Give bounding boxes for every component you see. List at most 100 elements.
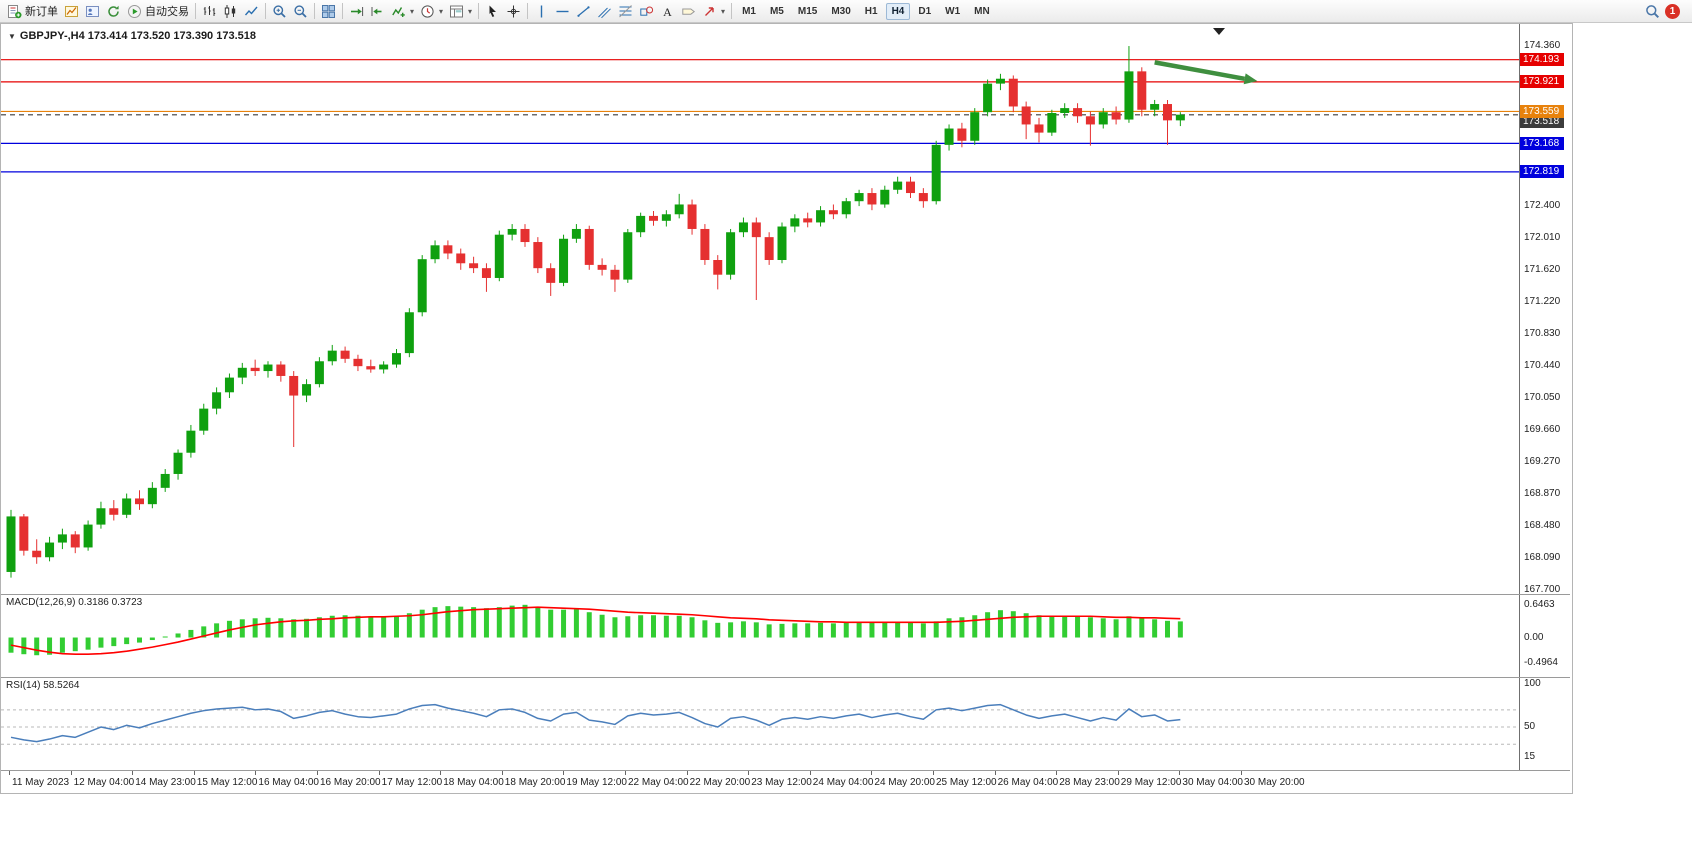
toolbar-separator: [478, 3, 480, 19]
axis-tick: 171.220: [1524, 296, 1561, 308]
time-label: 18 May 20:00: [504, 777, 566, 788]
shapes-button[interactable]: [636, 1, 657, 21]
auto-scroll-button[interactable]: [346, 1, 367, 21]
time-tick: [1241, 771, 1242, 775]
macd-pane[interactable]: MACD(12,26,9) 0.3186 0.3723 0.6463 0.00 -0…: [1, 595, 1570, 677]
crosshair-button[interactable]: [503, 1, 524, 21]
axis-tick: 170.050: [1524, 392, 1561, 403]
vertical-line-button[interactable]: [531, 1, 552, 21]
timeframe-h4-button[interactable]: H4: [885, 2, 911, 20]
dropdown-arrow-icon: ▾: [410, 6, 415, 16]
axis-tick: 169.660: [1524, 423, 1561, 435]
chart-window: ▼ GBPJPY-,H4 173.414 173.520 173.390 173…: [0, 23, 1573, 794]
time-axis[interactable]: 11 May 2023 12 May 04:00 14 May 23:00 15 Ma…: [1, 771, 1570, 793]
trendline-button[interactable]: [573, 1, 594, 21]
zoom-out-icon: [293, 4, 308, 19]
timeframe-d1-button[interactable]: D1: [918, 5, 932, 17]
charts-window-button[interactable]: [61, 1, 82, 21]
profiles-button[interactable]: [82, 1, 103, 21]
chart-shift-button[interactable]: [367, 1, 388, 21]
axis-tick: 100: [1524, 678, 1541, 690]
line-chart-button[interactable]: [241, 1, 262, 21]
text-label-button[interactable]: [678, 1, 699, 21]
label-icon: [681, 4, 696, 19]
arrows-button[interactable]: ▾: [699, 1, 728, 21]
clock-icon: [420, 4, 435, 19]
time-label: 16 May 20:00: [320, 777, 381, 788]
time-tick: [317, 771, 318, 775]
timeframe-m15-button[interactable]: M15: [797, 5, 818, 17]
svg-text:A: A: [663, 5, 672, 19]
time-label: 19 May 12:00: [566, 777, 627, 788]
channel-button[interactable]: [594, 1, 615, 21]
time-label: 26 May 04:00: [997, 777, 1059, 788]
new-order-icon: [7, 4, 22, 19]
pane-separator[interactable]: [1, 594, 1570, 595]
horizontal-line-button[interactable]: [552, 1, 573, 21]
axis-tick: 169.270: [1524, 455, 1561, 467]
profiles-icon: [85, 4, 100, 19]
auto-trading-button-label: 自动交易: [145, 6, 189, 18]
price-level-label: 173.559: [1520, 104, 1564, 118]
bar-chart-button[interactable]: [199, 1, 220, 21]
bars-icon: [202, 4, 217, 19]
toolbar-separator: [314, 3, 315, 19]
price-pane[interactable]: ▼ GBPJPY-,H4 173.414 173.520 173.390 173…: [1, 24, 1570, 594]
time-tick: [255, 771, 257, 775]
fibonacci-button[interactable]: [615, 1, 636, 21]
timeframe-h1-button[interactable]: H1: [864, 5, 878, 17]
timeframe-m30-button[interactable]: M30: [831, 5, 851, 17]
toolbar-separator: [342, 3, 343, 19]
timeframe-m1-button[interactable]: M1: [742, 5, 756, 17]
indicators-button[interactable]: ▾: [388, 1, 417, 21]
candlestick-chart-button[interactable]: [220, 1, 241, 21]
candlestick-chart: [1, 28, 1519, 578]
time-tick: [809, 771, 811, 775]
cursor-button[interactable]: [482, 1, 503, 21]
new-order-button[interactable]: 新订单: [4, 1, 61, 21]
channel-icon: [597, 4, 612, 19]
auto-trading-button[interactable]: 自动交易: [124, 1, 192, 21]
toolbar-separator: [265, 3, 266, 19]
time-label: 22 May 04:00: [628, 777, 689, 788]
time-label: 24 May 20:00: [874, 777, 935, 788]
autoscroll-icon: [349, 4, 364, 19]
periods-button[interactable]: ▾: [417, 1, 446, 21]
notification-badge[interactable]: 1: [1665, 3, 1680, 19]
zoom-in-button[interactable]: [269, 1, 290, 21]
time-tick: [70, 771, 72, 775]
time-tick: [994, 771, 996, 775]
time-tick: [686, 771, 688, 775]
search-icon: [1645, 4, 1660, 19]
zoom-out-button[interactable]: [290, 1, 311, 21]
time-label: 30 May 04:00: [1182, 777, 1243, 788]
search-button[interactable]: [1642, 1, 1663, 21]
price-level-label: 172.819: [1520, 165, 1564, 179]
time-label: 14 May 23:00: [135, 777, 196, 788]
timeframe-mn-button[interactable]: MN: [974, 5, 990, 17]
templates-button[interactable]: ▾: [446, 1, 475, 21]
play-icon: [127, 4, 142, 19]
dropdown-arrow-icon: ▾: [439, 6, 444, 16]
time-label: 30 May 20:00: [1244, 777, 1305, 788]
price-axis[interactable]: 174.360 172.400 172.010 171.620 171.220 170.8…: [1519, 24, 1570, 594]
axis-tick: 172.400: [1524, 200, 1561, 212]
timeframe-m5-button[interactable]: M5: [769, 5, 784, 17]
refresh-icon: [106, 4, 121, 19]
time-tick: [1117, 771, 1119, 775]
timeframe-w1-button[interactable]: W1: [945, 5, 961, 17]
rsi-pane[interactable]: RSI(14) 58.5264 100 50 15: [1, 678, 1570, 770]
chevron-down-icon[interactable]: ▼: [8, 31, 16, 41]
tile-windows-button[interactable]: [318, 1, 339, 21]
pane-separator[interactable]: [1, 677, 1570, 678]
time-label: 24 May 04:00: [812, 777, 874, 788]
time-label: 23 May 12:00: [751, 777, 812, 788]
refresh-button[interactable]: [103, 1, 124, 21]
time-tick: [378, 771, 380, 775]
toolbar-separator: [527, 3, 529, 19]
time-label: 28 May 23:00: [1059, 777, 1120, 788]
price-level-label: 173.168: [1520, 136, 1564, 150]
text-button[interactable]: A: [657, 1, 678, 21]
chart-title-text: GBPJPY-,H4 173.414 173.520 173.390 173.5…: [19, 30, 256, 42]
toolbar-separator: [195, 3, 196, 19]
